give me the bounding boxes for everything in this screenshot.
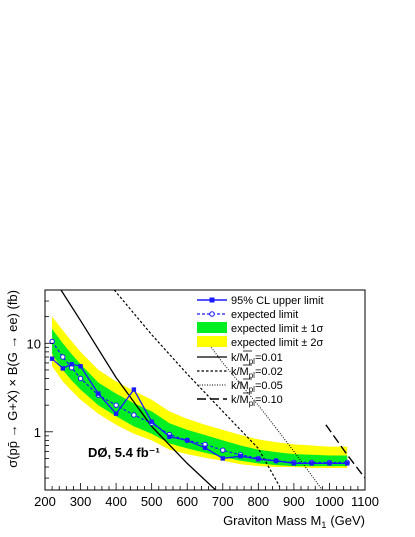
observed-limit-point bbox=[273, 458, 279, 464]
experiment-label: DØ, 5.4 fb⁻¹ bbox=[88, 445, 160, 460]
legend-k001-value: =0.01 bbox=[255, 352, 283, 364]
theory-k002-curve bbox=[113, 290, 281, 487]
x-tick-label: 1100 bbox=[351, 494, 379, 509]
observed-limit-point bbox=[220, 456, 225, 461]
limit-curves bbox=[49, 338, 350, 466]
legend-expected-label: expected limit bbox=[231, 309, 298, 321]
x-tick-label: 600 bbox=[176, 494, 198, 509]
x-axis-title: Graviton Mass M1 (GeV) bbox=[223, 513, 365, 530]
legend-expected-marker bbox=[209, 311, 215, 317]
x-tick-label: 400 bbox=[105, 494, 127, 509]
observed-limit-point bbox=[291, 461, 297, 466]
legend-k010-label: k/Mpl=0.10 bbox=[231, 394, 283, 408]
legend-k001-prefix: k/M bbox=[231, 352, 249, 364]
observed-limit-point bbox=[69, 362, 74, 367]
legend-band2-label: expected limit ± 2σ bbox=[231, 337, 324, 349]
expected-limit-point bbox=[60, 354, 66, 360]
legend-k010-sub: pl bbox=[249, 399, 255, 408]
expected-limit-bands bbox=[52, 316, 348, 468]
expected-limit-point bbox=[220, 447, 226, 453]
observed-limit-point bbox=[78, 364, 83, 369]
theory-curves bbox=[60, 290, 365, 490]
observed-limit-point bbox=[202, 445, 208, 450]
legend-k002-label: k/Mpl=0.02 bbox=[231, 366, 283, 380]
theory-k005-curve bbox=[206, 341, 323, 490]
observed-limit-point bbox=[167, 434, 172, 439]
expected-limit-point bbox=[131, 412, 137, 418]
x-tick-label: 700 bbox=[212, 494, 234, 509]
x-tick-label: 900 bbox=[283, 494, 305, 509]
observed-limit-point bbox=[327, 461, 332, 466]
legend: 95% CL upper limit expected limit expect… bbox=[197, 295, 324, 408]
x-tick-label: 1000 bbox=[315, 494, 344, 509]
legend-k010-value: =0.10 bbox=[255, 394, 283, 406]
axes: 200 300 400 500 600 700 800 900 1000 1100 1 10 bbox=[27, 289, 379, 509]
legend-k001-sub: pl bbox=[249, 357, 255, 366]
observed-limit-point bbox=[113, 411, 119, 416]
x-axis-title-main: Graviton Mass M bbox=[223, 513, 321, 528]
y-tick-label: 1 bbox=[34, 425, 41, 440]
observed-limit-point bbox=[60, 366, 65, 371]
x-axis-title-unit: (GeV) bbox=[330, 513, 365, 528]
observed-limit-point bbox=[149, 419, 154, 424]
observed-limit-point bbox=[131, 387, 137, 392]
observed-limit-point bbox=[49, 356, 55, 361]
y-tick-label: 10 bbox=[27, 336, 41, 351]
legend-k005-label: k/Mpl=0.05 bbox=[231, 380, 283, 394]
legend-k002-prefix: k/M bbox=[231, 366, 249, 378]
legend-k002-value: =0.02 bbox=[255, 366, 283, 378]
x-axis-title-sub: 1 bbox=[321, 520, 326, 530]
observed-limit-point bbox=[238, 454, 243, 459]
x-tick-label: 500 bbox=[141, 494, 163, 509]
theory-k010-curve bbox=[325, 424, 365, 479]
legend-k005-sub: pl bbox=[249, 385, 255, 394]
legend-band2-swatch bbox=[197, 336, 227, 347]
observed-limit-point bbox=[256, 457, 261, 462]
theory-k001-curve bbox=[60, 290, 217, 490]
legend-observed-label: 95% CL upper limit bbox=[231, 295, 324, 307]
x-tick-label: 200 bbox=[34, 494, 56, 509]
expected-limit-point bbox=[77, 375, 84, 382]
observed-limit-point bbox=[185, 438, 190, 443]
legend-k005-value: =0.05 bbox=[255, 380, 283, 392]
legend-k002-sub: pl bbox=[249, 371, 255, 380]
legend-k010-prefix: k/M bbox=[231, 394, 249, 406]
legend-k001-label: k/Mpl=0.01 bbox=[231, 352, 283, 366]
legend-k005-prefix: k/M bbox=[231, 380, 249, 392]
band-1sigma bbox=[52, 329, 348, 467]
observed-limit-point bbox=[345, 461, 350, 466]
legend-band1-swatch bbox=[197, 322, 227, 333]
expected-limit-point bbox=[113, 402, 119, 408]
legend-observed-marker bbox=[209, 297, 215, 303]
legend-band1-label: expected limit ± 1σ bbox=[231, 323, 324, 335]
y-axis-title: σ(pp̄ → G+X) × B(G → ee) (fb) bbox=[5, 290, 20, 468]
observed-limit-point bbox=[96, 391, 101, 396]
observed-limit-point bbox=[309, 461, 314, 466]
x-tick-label: 300 bbox=[70, 494, 92, 509]
x-tick-label: 800 bbox=[247, 494, 269, 509]
plot-frame bbox=[44, 289, 366, 491]
